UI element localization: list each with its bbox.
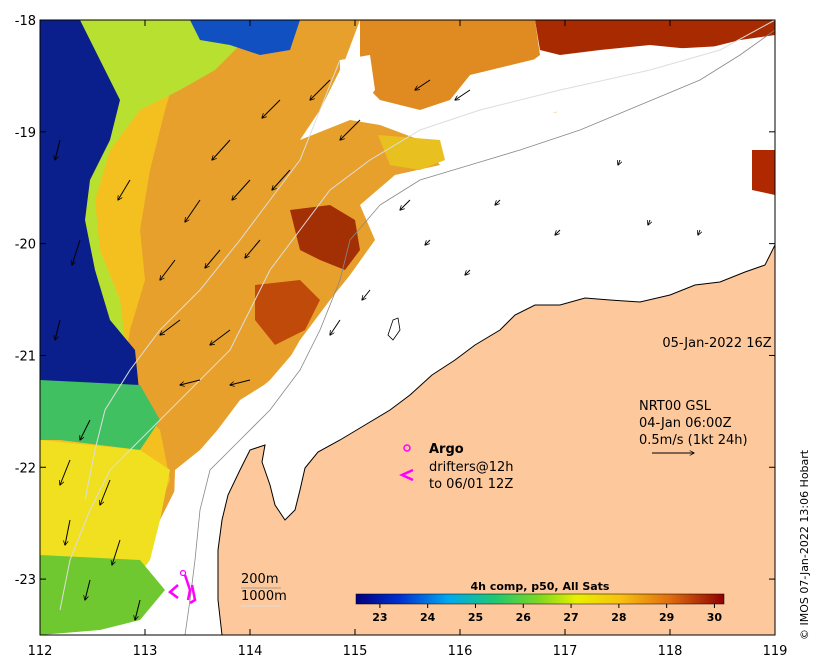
drifters-line2: to 06/01 12Z [429, 477, 513, 492]
cloud-gap-north [470, 38, 775, 150]
sst-warm-northeast [360, 20, 540, 110]
x-tick-label: 112 [28, 644, 53, 659]
current-legend-line3: 0.5m/s (1kt 24h) [639, 433, 748, 448]
x-tick-label: 117 [553, 644, 578, 659]
colorbar-ticks: 23 24 25 26 27 28 29 30 [372, 604, 722, 624]
colorbar-gradient [355, 593, 725, 605]
y-tick-label: -22 [15, 461, 36, 476]
date-label: 05-Jan-2022 16Z [662, 336, 771, 351]
x-tick-label: 115 [343, 644, 368, 659]
x-tick-label: 114 [238, 644, 263, 659]
colorbar-tick-label: 27 [563, 611, 578, 624]
sst-cold-patch-north [190, 20, 300, 55]
isobath-1000m [59, 20, 775, 611]
colorbar-tick-label: 25 [468, 611, 483, 624]
land-australia [218, 245, 775, 635]
isobath-1000m-b [84, 59, 341, 501]
current-legend-line1: NRT00 GSL [639, 399, 712, 414]
argo-title: Argo [429, 442, 464, 457]
y-tick-label: -21 [15, 349, 36, 364]
isobath-200m [184, 29, 775, 635]
y-tick-label: -23 [15, 573, 36, 588]
argo-symbol [403, 444, 411, 452]
sst-hot-central-2 [255, 280, 320, 345]
y-tick-label: -19 [15, 126, 36, 141]
colorbar-title: 4h comp, p50, All Sats [471, 580, 610, 593]
colorbar-tick-label: 24 [420, 611, 436, 624]
current-legend-line2: 04-Jan 06:00Z [639, 416, 732, 431]
sst-green-southwest [40, 380, 160, 450]
land-island [387, 317, 401, 341]
sst-hot-east [752, 150, 775, 195]
drifter-symbol [398, 468, 414, 482]
sst-hot-central [290, 205, 360, 270]
colorbar: 4h comp, p50, All Sats 23 24 25 26 27 28 29 30 [355, 580, 725, 624]
drifters-line1: drifters@12h [429, 460, 514, 475]
cloud-gap-northeast [340, 55, 375, 110]
colorbar-tick-label: 26 [516, 611, 532, 624]
x-tick-label: 118 [658, 644, 683, 659]
argo-legend: Argo drifters@12h to 06/01 12Z [398, 442, 514, 492]
isobath-200m-label: 200m [241, 572, 278, 587]
isobath-1000m-label: 1000m [241, 589, 287, 604]
sst-mixed-patch [378, 135, 445, 170]
sst-cold-water [40, 20, 140, 400]
argo-drifter-tracks [168, 569, 197, 605]
y-tick-label: -18 [15, 14, 36, 29]
current-vectors [55, 79, 700, 620]
colorbar-tick-label: 29 [659, 611, 674, 624]
x-tick-label: 116 [448, 644, 473, 659]
sst-hot-northeast [535, 20, 775, 55]
y-axis: -18 -19 -20 -21 -22 -23 [15, 14, 775, 588]
plot-frame [39, 19, 776, 636]
sst-green-south [40, 555, 165, 635]
isobath-legend: 200m 1000m [241, 572, 287, 607]
colorbar-tick-label: 30 [707, 611, 723, 624]
colorbar-tick-label: 28 [611, 611, 626, 624]
colorbar-tick-label: 23 [372, 611, 387, 624]
x-tick-label: 113 [133, 644, 158, 659]
coastline [217, 244, 775, 635]
x-axis: 112 113 114 115 116 117 118 119 [28, 20, 788, 659]
x-tick-label: 119 [763, 644, 788, 659]
current-legend: NRT00 GSL 04-Jan 06:00Z 0.5m/s (1kt 24h) [639, 399, 748, 453]
y-tick-label: -20 [15, 238, 36, 253]
copyright: © IMOS 07-Jan-2022 13:06 Hobart [798, 449, 811, 640]
